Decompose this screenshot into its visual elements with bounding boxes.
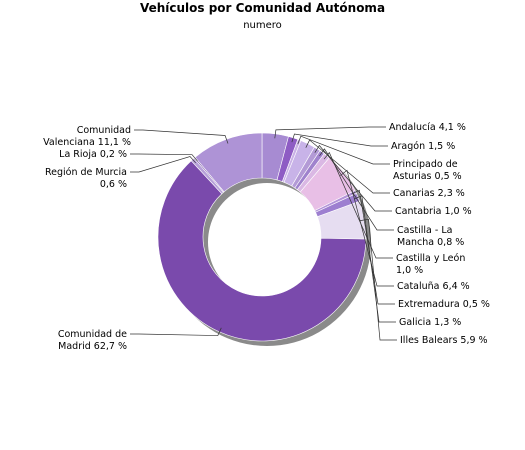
slice-label: Comunidad Valenciana 11,1 % (43, 125, 131, 148)
slice-label: Canarias 2,3 % (393, 188, 465, 199)
slice-comunidad-de-madrid (157, 160, 367, 342)
slice-label: Comunidad de Madrid 62,7 % (58, 329, 127, 352)
slice-label: Aragón 1,5 % (391, 141, 455, 152)
leader-line (291, 133, 388, 147)
slice-label: Principado de Asturias 0,5 % (393, 159, 462, 182)
leader-line (297, 135, 390, 165)
slice-label: Galicia 1,3 % (399, 317, 461, 328)
slice-label: Castilla y León 1,0 % (396, 253, 465, 276)
leader-line (323, 151, 393, 259)
slice-label: Cataluña 6,4 % (397, 281, 470, 292)
slice-label: Cantabria 1,0 % (395, 206, 472, 217)
slice-label: Región de Murcia 0,6 % (45, 167, 127, 190)
slice-comunidad-valenciana (194, 132, 263, 193)
slice-label: Illes Balears 5,9 % (400, 335, 488, 346)
chart-title: Vehículos por Comunidad Autónoma (139, 1, 386, 15)
slice-label: La Rioja 0,2 % (59, 149, 127, 160)
leader-line (340, 169, 394, 287)
leader-line (130, 327, 222, 336)
leader-line (314, 144, 392, 212)
leader-line (360, 218, 397, 341)
leader-line (353, 195, 396, 323)
leader-line (130, 156, 196, 173)
leader-line (274, 126, 386, 139)
slice-label: Andalucía 4,1 % (389, 122, 466, 133)
leader-line (305, 139, 390, 194)
leader-line (319, 148, 394, 231)
slice-label: Castilla - La Mancha 0,8 % (397, 225, 464, 248)
leader-line (134, 129, 229, 144)
slice-label: Extremadura 0,5 % (398, 299, 490, 310)
leader-line (130, 153, 198, 162)
chart-subtitle: numero (243, 20, 282, 31)
